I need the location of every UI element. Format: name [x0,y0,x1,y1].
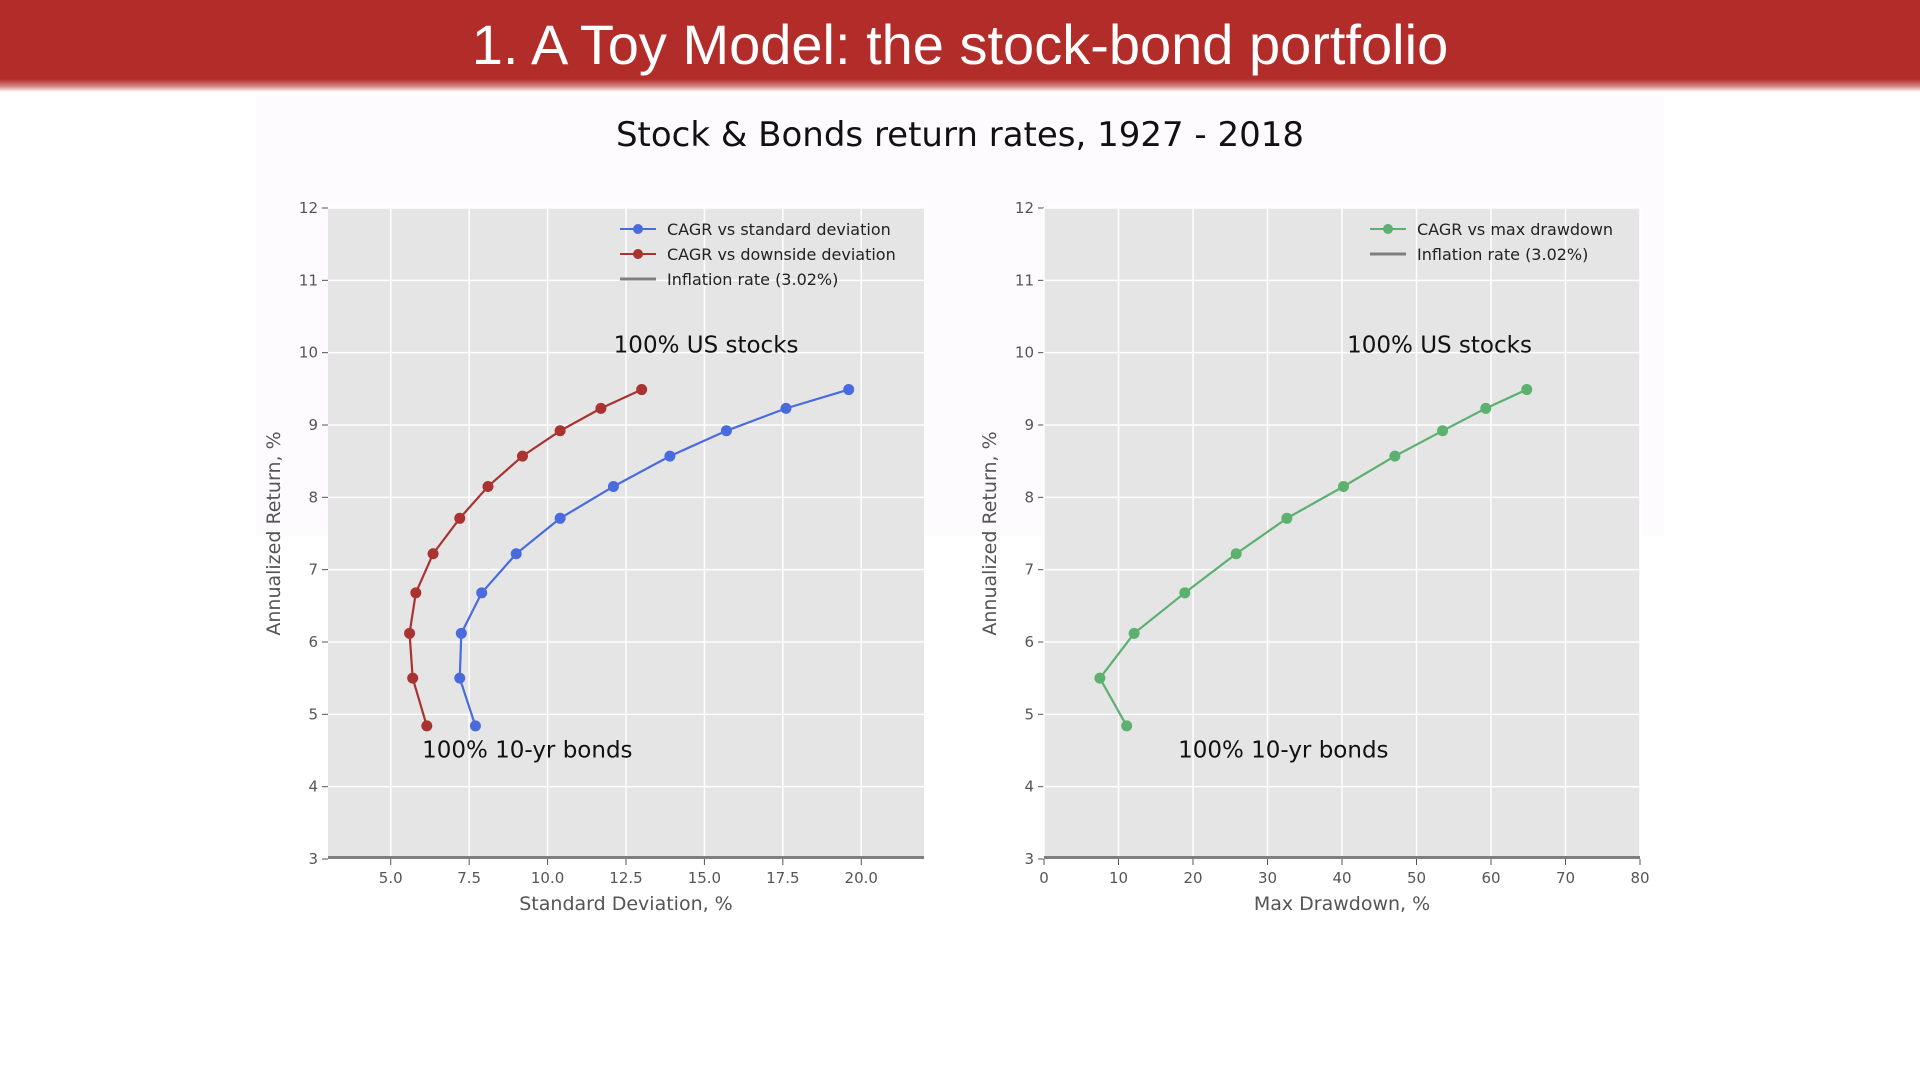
data-point [1128,627,1140,639]
data-point [1389,450,1401,462]
data-point [1281,512,1293,524]
y-tick-label: 9 [308,416,318,434]
y-tick-label: 11 [299,271,318,289]
data-point [482,480,494,492]
x-tick-label: 15.0 [688,869,721,887]
data-point [1179,587,1191,599]
x-tick-label: 40 [1332,869,1351,887]
legend-label: CAGR vs max drawdown [1417,220,1613,239]
title-bar: 1. A Toy Model: the stock-bond portfolio [0,0,1920,92]
data-point [1437,425,1449,437]
data-point [421,720,433,732]
x-tick-label: 5.0 [379,869,403,887]
legend-label: CAGR vs standard deviation [667,220,891,239]
data-point [510,548,522,560]
x-tick-label: 17.5 [766,869,799,887]
figure-title: Stock & Bonds return rates, 1927 - 2018 [615,115,1305,155]
data-point [476,587,488,599]
x-tick-label: 0 [1039,869,1049,887]
data-point [664,450,676,462]
x-tick-label: 20.0 [845,869,878,887]
x-tick-label: 20 [1183,869,1202,887]
data-point [455,627,467,639]
legend-swatch-marker [1383,224,1393,234]
x-tick-label: 10 [1109,869,1128,887]
y-tick-label: 5 [1024,705,1034,723]
data-point [427,548,439,560]
data-point [1230,548,1242,560]
y-axis-label: Annualized Return, % [263,431,285,635]
y-tick-label: 7 [308,561,318,579]
y-tick-label: 4 [1024,778,1034,796]
data-point [469,720,481,732]
y-tick-label: 10 [299,344,318,362]
data-point [1094,672,1106,684]
data-point [843,384,855,396]
y-tick-label: 10 [1015,344,1034,362]
y-tick-label: 11 [1015,271,1034,289]
data-point [516,450,528,462]
data-point [454,512,466,524]
data-point [1121,720,1133,732]
x-axis-label: Max Drawdown, % [1254,893,1430,915]
annotation-label: 100% 10-yr bonds [1178,738,1388,764]
y-tick-label: 7 [1024,561,1034,579]
y-tick-label: 6 [1024,633,1034,651]
legend-swatch-marker [633,224,643,234]
legend-label: CAGR vs downside deviation [667,245,896,264]
data-point [595,402,607,414]
annotation-label: 100% US stocks [1347,333,1532,359]
y-tick-label: 3 [308,850,318,868]
data-point [1480,402,1492,414]
data-point [407,672,419,684]
data-point [554,512,566,524]
y-tick-label: 12 [1015,199,1034,217]
y-tick-label: 8 [308,488,318,506]
x-tick-label: 60 [1481,869,1500,887]
y-tick-label: 8 [1024,488,1034,506]
annotation-label: 100% 10-yr bonds [422,738,632,764]
data-point [780,402,792,414]
data-point [636,384,648,396]
x-axis-label: Standard Deviation, % [519,893,733,915]
x-tick-label: 7.5 [457,869,481,887]
data-point [410,587,422,599]
y-tick-label: 5 [308,705,318,723]
legend-label: Inflation rate (3.02%) [1417,245,1588,264]
x-tick-label: 80 [1630,869,1649,887]
chart-left: 3 4 5 6 7 8 9 10 11 12 5.0 7.5 10.0 12.5 15.0 17.5 20.0 S… [263,199,924,915]
data-point [607,480,619,492]
data-point [554,425,566,437]
legend-label: Inflation rate (3.02%) [667,270,838,289]
data-point [1521,384,1533,396]
y-tick-label: 9 [1024,416,1034,434]
x-tick-label: 12.5 [609,869,642,887]
x-tick-label: 30 [1258,869,1277,887]
y-tick-label: 3 [1024,850,1034,868]
x-tick-label: 70 [1556,869,1575,887]
x-tick-label: 50 [1407,869,1426,887]
data-point [720,425,732,437]
data-point [404,627,416,639]
data-point [1337,480,1349,492]
x-tick-label: 10.0 [531,869,564,887]
y-tick-label: 4 [308,778,318,796]
annotation-label: 100% US stocks [614,333,799,359]
chart-right: 3 4 5 6 7 8 9 10 11 12 0 10 20 30 40 50 60 70 80 Max Drawdo… [979,199,1650,915]
slide-title: 1. A Toy Model: the stock-bond portfolio [471,13,1449,76]
y-axis-label: Annualized Return, % [979,431,1001,635]
data-point [454,672,466,684]
legend-swatch-marker [633,249,643,259]
y-tick-label: 6 [308,633,318,651]
y-tick-label: 12 [299,199,318,217]
